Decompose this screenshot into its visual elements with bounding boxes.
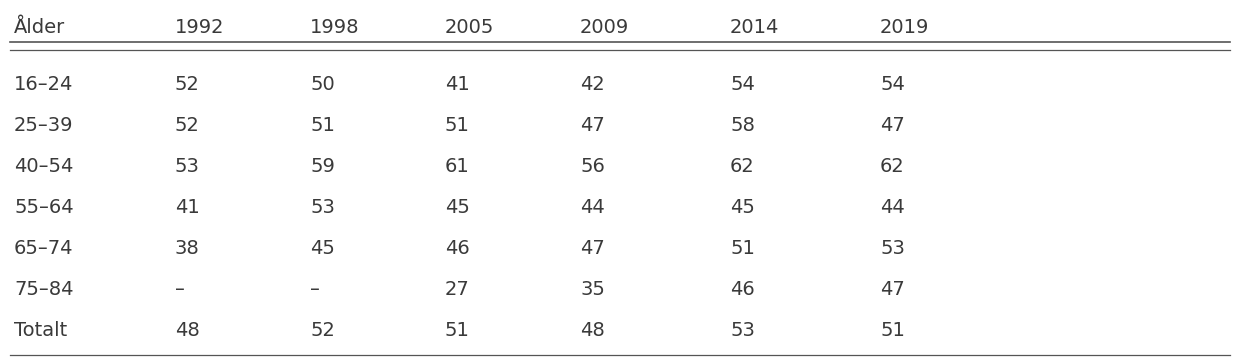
Text: 1992: 1992 [175,18,224,37]
Text: 61: 61 [445,157,470,176]
Text: 47: 47 [880,280,904,299]
Text: 48: 48 [175,321,200,340]
Text: 56: 56 [580,157,605,176]
Text: 51: 51 [880,321,904,340]
Text: 50: 50 [310,75,335,94]
Text: 51: 51 [730,239,755,258]
Text: 45: 45 [730,198,755,217]
Text: 62: 62 [730,157,755,176]
Text: 2019: 2019 [880,18,929,37]
Text: 54: 54 [730,75,755,94]
Text: 38: 38 [175,239,200,258]
Text: 53: 53 [730,321,755,340]
Text: 62: 62 [880,157,904,176]
Text: 51: 51 [445,321,470,340]
Text: 75–84: 75–84 [14,280,73,299]
Text: 52: 52 [175,116,200,135]
Text: 47: 47 [580,116,605,135]
Text: 53: 53 [310,198,335,217]
Text: 51: 51 [310,116,335,135]
Text: 53: 53 [880,239,904,258]
Text: 52: 52 [310,321,335,340]
Text: 45: 45 [310,239,335,258]
Text: 55–64: 55–64 [14,198,73,217]
Text: 44: 44 [880,198,904,217]
Text: 45: 45 [445,198,470,217]
Text: 25–39: 25–39 [14,116,73,135]
Text: 35: 35 [580,280,605,299]
Text: 48: 48 [580,321,605,340]
Text: 54: 54 [880,75,904,94]
Text: 46: 46 [445,239,470,258]
Text: 40–54: 40–54 [14,157,73,176]
Text: 2014: 2014 [730,18,780,37]
Text: 52: 52 [175,75,200,94]
Text: 47: 47 [580,239,605,258]
Text: 16–24: 16–24 [14,75,73,94]
Text: 1998: 1998 [310,18,360,37]
Text: 65–74: 65–74 [14,239,73,258]
Text: 2005: 2005 [445,18,494,37]
Text: 41: 41 [175,198,200,217]
Text: –: – [175,280,185,299]
Text: 2009: 2009 [580,18,629,37]
Text: 51: 51 [445,116,470,135]
Text: 53: 53 [175,157,200,176]
Text: 58: 58 [730,116,755,135]
Text: 44: 44 [580,198,605,217]
Text: 27: 27 [445,280,470,299]
Text: 41: 41 [445,75,470,94]
Text: 46: 46 [730,280,755,299]
Text: Ålder: Ålder [14,18,65,37]
Text: –: – [310,280,320,299]
Text: 42: 42 [580,75,605,94]
Text: 59: 59 [310,157,335,176]
Text: 47: 47 [880,116,904,135]
Text: Totalt: Totalt [14,321,67,340]
